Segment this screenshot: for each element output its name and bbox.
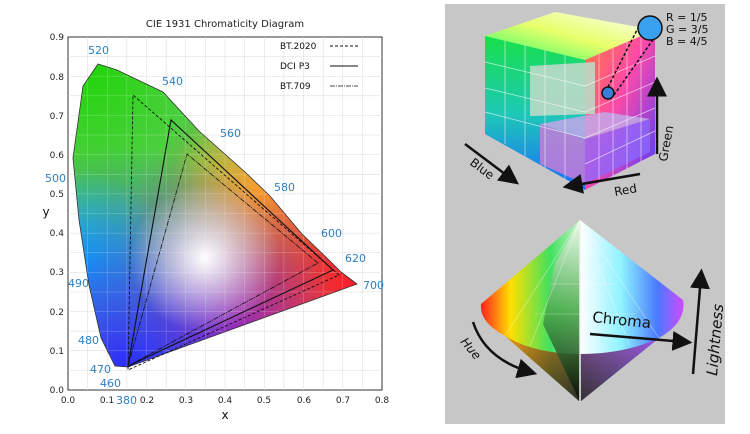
legend: BT.2020 DCI P3 BT.709 [280, 42, 358, 92]
wavelength-label: 380 [116, 394, 137, 407]
y-tick: 0.3 [50, 268, 64, 278]
y-tick: 0.1 [50, 347, 64, 357]
lightness-arrow [690, 268, 710, 375]
y-tick: 0.4 [50, 229, 65, 239]
y-tick: 0.0 [50, 386, 65, 396]
x-tick: 0.8 [375, 396, 390, 406]
y-tick: 0.2 [50, 308, 64, 318]
wavelength-label: 600 [321, 227, 342, 240]
y-axis-label: y [42, 205, 49, 219]
dci-p3-triangle [127, 118, 334, 367]
cone-slice [543, 220, 580, 402]
x-tick: 0.1 [100, 396, 114, 406]
wavelength-label: 520 [88, 44, 109, 57]
y-tick: 0.7 [50, 112, 64, 122]
y-tick: 0.5 [50, 190, 64, 200]
green-axis-label: Green [656, 124, 676, 162]
wavelength-label: 620 [345, 252, 366, 265]
color-models-panel: R = 1/5 G = 3/5 B = 4/5 Blue Red Green C… [445, 4, 727, 424]
blue-axis-label: Blue [467, 155, 497, 182]
red-axis-arrow [562, 172, 641, 194]
rgb-readout-b: B = 4/5 [666, 35, 707, 48]
wavelength-label: 470 [90, 363, 111, 376]
x-axis-label: x [221, 408, 228, 422]
chromaticity-svg: CIE 1931 Chromaticity Diagram 0.0 0.1 0.… [42, 19, 390, 422]
legend-bt709: BT.709 [280, 82, 311, 92]
x-tick: 0.3 [179, 396, 193, 406]
x-tick: 0.2 [140, 396, 154, 406]
rgb-readout-r: R = 1/5 [666, 11, 708, 24]
wavelength-label: 480 [78, 334, 99, 347]
hsl-cone: Chroma Hue Lightness [458, 219, 727, 402]
red-axis-label: Red [613, 181, 638, 199]
wavelength-label: 700 [363, 279, 384, 292]
cube-cutout [530, 62, 595, 116]
wavelength-label: 500 [45, 172, 66, 185]
y-tick: 0.9 [50, 33, 65, 43]
lightness-label: Lightness [703, 303, 725, 376]
x-tick: 0.5 [257, 396, 271, 406]
bt2020-triangle [127, 94, 340, 371]
x-tick: 0.6 [297, 396, 312, 406]
y-tick: 0.6 [50, 151, 65, 161]
bt709-triangle [127, 153, 319, 367]
x-tick: 0.7 [336, 396, 350, 406]
hue-arrow [471, 321, 538, 379]
rgb-cube: R = 1/5 G = 3/5 B = 4/5 Blue Red Green [464, 11, 708, 199]
color-swatch [637, 15, 663, 41]
diagram-title: CIE 1931 Chromaticity Diagram [146, 19, 304, 30]
x-tick: 0.0 [61, 396, 76, 406]
legend-bt2020: BT.2020 [280, 42, 317, 52]
wavelength-label: 460 [100, 377, 121, 390]
cube-top-face [485, 12, 655, 60]
legend-dci-p3: DCI P3 [280, 62, 310, 72]
chromaticity-diagram: CIE 1931 Chromaticity Diagram 0.0 0.1 0.… [42, 19, 390, 422]
selected-color-point [601, 86, 615, 100]
wavelength-label: 490 [68, 277, 89, 290]
x-tick: 0.4 [218, 396, 233, 406]
rgb-readout-g: G = 3/5 [666, 23, 708, 36]
chroma-arrow [589, 330, 693, 351]
wavelength-label: 580 [274, 181, 295, 194]
color-models-svg: R = 1/5 G = 3/5 B = 4/5 Blue Red Green C… [458, 11, 727, 402]
wavelength-label: 560 [220, 127, 241, 140]
spectral-locus [72, 63, 358, 368]
blue-axis-arrow [464, 143, 519, 185]
wavelength-label: 540 [162, 75, 183, 88]
y-tick: 0.8 [50, 73, 65, 83]
